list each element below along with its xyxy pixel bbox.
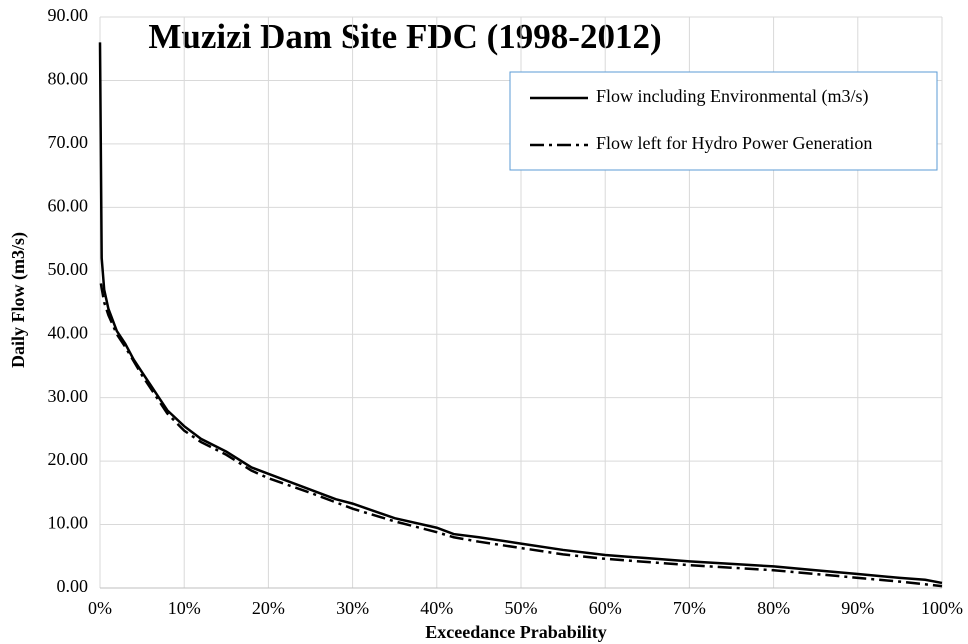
x-axis-label: Exceedance Prabability [425, 622, 606, 642]
x-tick-label: 60% [589, 598, 622, 618]
x-tick-label: 30% [336, 598, 369, 618]
x-tick-label: 50% [505, 598, 538, 618]
series-line [98, 42, 943, 585]
x-tick-label: 100% [921, 598, 963, 618]
x-tick-label: 10% [168, 598, 201, 618]
y-tick-label: 60.00 [48, 195, 89, 215]
legend-label: Flow left for Hydro Power Generation [596, 133, 872, 153]
y-tick-label: 30.00 [48, 386, 89, 406]
x-tick-label: 0% [88, 598, 112, 618]
x-tick-label: 70% [673, 598, 706, 618]
chart-title: Muzizi Dam Site FDC (1998-2012) [148, 17, 661, 56]
y-axis-label: Daily Flow (m3/s) [8, 232, 29, 368]
y-tick-label: 70.00 [48, 132, 89, 152]
y-tick-label: 40.00 [48, 322, 89, 342]
y-tick-label: 80.00 [48, 69, 89, 89]
legend-box [509, 71, 938, 171]
y-tick-label: 0.00 [57, 576, 89, 596]
x-tick-label: 20% [252, 598, 285, 618]
legend-label: Flow including Environmental (m3/s) [596, 86, 868, 107]
x-tick-label: 90% [841, 598, 874, 618]
x-tick-label: 40% [420, 598, 453, 618]
y-tick-label: 90.00 [48, 5, 89, 25]
y-tick-label: 50.00 [48, 259, 89, 279]
y-tick-label: 20.00 [48, 449, 89, 469]
series-line [99, 283, 943, 588]
y-tick-label: 10.00 [48, 513, 89, 533]
x-tick-label: 80% [757, 598, 790, 618]
